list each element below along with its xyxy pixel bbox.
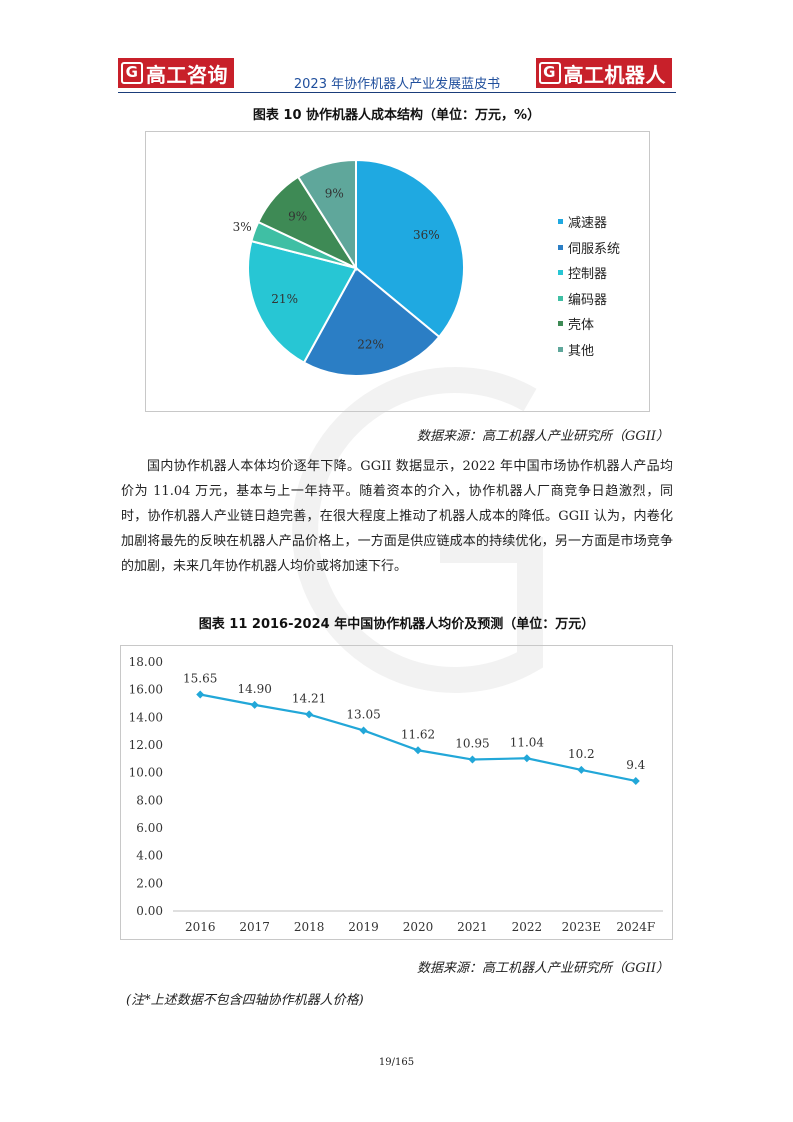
legend-item: 壳体	[558, 314, 594, 333]
x-tick-label: 2021	[457, 920, 488, 934]
legend-swatch	[558, 321, 563, 326]
document-title: 2023 年协作机器人产业发展蓝皮书	[293, 77, 501, 92]
logo-right-text: 高工机器人	[563, 62, 666, 87]
legend-swatch	[558, 346, 563, 352]
legend-label: 壳体	[568, 318, 595, 333]
logo-letter: G	[121, 62, 143, 84]
footnote: (注*上述数据不包含四轴协作机器人价格)	[126, 993, 364, 1008]
pie-chart-frame: 36% 22% 21% 3% 9% 9% 减速器伺服系统控制器编码器壳体其他	[145, 131, 650, 412]
logo-left-text: 高工咨询	[146, 62, 228, 87]
legend-label: 其他	[568, 343, 595, 359]
legend-label: 编码器	[568, 292, 608, 308]
y-tick-label: 14.00	[129, 710, 163, 724]
data-point	[250, 700, 259, 709]
legend-swatch	[558, 219, 563, 224]
data-label: 14.21	[292, 691, 326, 705]
pie-slice-1	[355, 158, 465, 339]
body-paragraph: 国内协作机器人本体均价逐年下降。GGII 数据显示，2022 年中国市场协作机器…	[121, 459, 673, 574]
data-point	[196, 690, 205, 699]
data-label: 11.62	[401, 727, 435, 741]
data-label: 11.04	[510, 735, 545, 749]
x-tick-label: 2017	[239, 920, 270, 934]
pie-slice-2	[302, 266, 441, 377]
figure-10-source: 数据来源：高工机器人产业研究所（GGII）	[416, 429, 669, 444]
data-label: 10.2	[568, 747, 595, 761]
pie-chart: 36% 22% 21% 3% 9% 9%	[233, 158, 465, 377]
x-tick-label: 2020	[403, 920, 434, 934]
y-tick-label: 18.00	[129, 655, 163, 669]
logo-letter: G	[538, 62, 561, 84]
legend-swatch	[558, 295, 563, 301]
line-chart-frame: 0.00 2.00 4.00 6.00 8.00 10.00 12.00 14.00 16.00…	[120, 645, 673, 940]
pie-data-label: 22%	[357, 337, 384, 351]
pie-slice-6	[296, 158, 357, 272]
legend-label: 减速器	[568, 216, 608, 231]
data-point	[577, 765, 586, 774]
x-tick-label: 2019	[348, 920, 379, 934]
y-tick-label: 0.00	[136, 904, 163, 918]
y-tick-label: 16.00	[129, 683, 163, 697]
legend-swatch	[558, 244, 563, 250]
x-tick-label: 2018	[294, 920, 325, 934]
data-point	[631, 776, 640, 785]
data-label: 13.05	[346, 707, 380, 721]
legend-item: 编码器	[558, 289, 607, 308]
y-tick-label: 2.00	[136, 876, 163, 890]
pie-slice-3	[247, 239, 358, 364]
pie-data-label: 36%	[413, 228, 440, 242]
data-point	[359, 726, 368, 735]
legend-item: 减速器	[558, 212, 607, 231]
legend-label: 伺服系统	[568, 241, 621, 257]
legend-item: 其他	[558, 340, 594, 359]
y-tick-label: 6.00	[136, 821, 163, 835]
pie-data-label: 9%	[288, 210, 307, 224]
legend-swatch	[558, 270, 563, 275]
legend-label: 控制器	[568, 267, 608, 282]
data-label: 9.4	[626, 758, 645, 772]
page-number: 19/165	[378, 1057, 415, 1068]
page-header: G 高工咨询 2023 年协作机器人产业发展蓝皮书 G 高工机器人	[118, 55, 676, 93]
x-tick-label: 2024F	[616, 920, 655, 934]
logo-right: G 高工机器人	[535, 58, 672, 88]
data-point	[414, 746, 422, 755]
data-point	[522, 754, 531, 763]
y-tick-label: 12.00	[129, 738, 163, 752]
x-tick-label: 2023E	[562, 920, 601, 934]
legend-item: 控制器	[558, 263, 607, 282]
y-tick-label: 8.00	[136, 793, 163, 807]
x-tick-label: 2022	[512, 920, 543, 934]
y-tick-label: 4.00	[136, 849, 163, 863]
figure-10-title: 图表 10 协作机器人成本结构（单位：万元，%）	[252, 108, 541, 123]
data-label: 10.95	[455, 737, 489, 751]
line-chart: 0.00 2.00 4.00 6.00 8.00 10.00 12.00 14.00 16.00…	[129, 655, 663, 934]
data-point	[468, 755, 477, 764]
figure-11-source: 数据来源：高工机器人产业研究所（GGII）	[416, 961, 669, 976]
pie-data-label: 9%	[325, 186, 344, 200]
legend-item: 伺服系统	[558, 238, 620, 257]
data-label: 14.90	[237, 682, 271, 696]
pie-data-label: 3%	[233, 220, 252, 234]
pie-data-label: 21%	[271, 292, 298, 306]
y-tick-label: 10.00	[129, 766, 163, 780]
data-label: 15.65	[183, 672, 217, 686]
figure-11-title: 图表 11 2016-2024 年中国协作机器人均价及预测（单位：万元）	[198, 617, 595, 632]
data-point	[305, 710, 314, 719]
x-tick-label: 2016	[185, 920, 216, 934]
logo-left: G 高工咨询	[118, 58, 234, 88]
